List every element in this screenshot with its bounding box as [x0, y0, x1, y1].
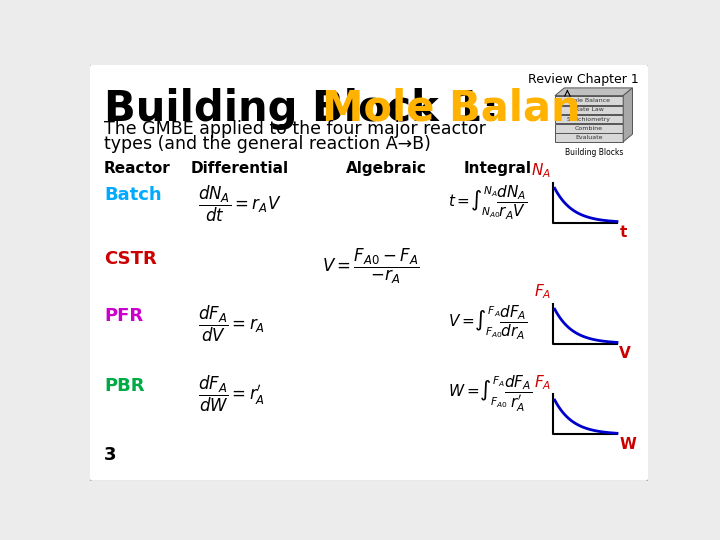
Text: t: t: [619, 225, 626, 240]
Text: PBR: PBR: [104, 377, 145, 395]
Text: V: V: [619, 346, 631, 361]
Text: $\dfrac{dF_{A}}{dW}=r_{A}^{\prime}$: $\dfrac{dF_{A}}{dW}=r_{A}^{\prime}$: [199, 374, 266, 414]
Text: $V=\!\int_{F_{A0}}^{F_{A}}\!\dfrac{dF_{A}}{dr_{A}}$: $V=\!\int_{F_{A0}}^{F_{A}}\!\dfrac{dF_{A…: [448, 304, 528, 342]
Text: 3: 3: [104, 446, 117, 464]
Text: Building Blocks: Building Blocks: [564, 148, 623, 157]
Bar: [555, 106, 624, 114]
Text: Integral: Integral: [464, 161, 531, 176]
Text: $\dfrac{dF_{A}}{dV}=r_{A}$: $\dfrac{dF_{A}}{dV}=r_{A}$: [199, 304, 266, 345]
Bar: [555, 96, 624, 105]
Text: Building Block 1:: Building Block 1:: [104, 88, 513, 130]
Text: $F_A$: $F_A$: [534, 282, 551, 301]
Text: Combine: Combine: [575, 126, 603, 131]
Text: $\dfrac{dN_{A}}{dt}=r_{A}V$: $\dfrac{dN_{A}}{dt}=r_{A}V$: [199, 184, 282, 224]
Text: $t=\!\int_{N_{A0}}^{N_{A}}\!\dfrac{dN_{A}}{r_{A}V}$: $t=\!\int_{N_{A0}}^{N_{A}}\!\dfrac{dN_{A…: [448, 184, 528, 221]
Text: W: W: [619, 437, 636, 451]
Polygon shape: [555, 88, 632, 96]
Text: $V=\dfrac{F_{A0}-F_{A}}{-r_{A}}$: $V=\dfrac{F_{A0}-F_{A}}{-r_{A}}$: [323, 247, 420, 286]
Text: Evaluate: Evaluate: [575, 135, 603, 140]
Text: Rate Law: Rate Law: [575, 107, 603, 112]
Bar: [555, 133, 624, 142]
Polygon shape: [624, 88, 632, 142]
Text: Mole Balan: Mole Balan: [323, 88, 581, 130]
Text: types (and the general reaction A→B): types (and the general reaction A→B): [104, 135, 431, 153]
Text: PFR: PFR: [104, 307, 143, 325]
Text: The GMBE applied to the four major reactor: The GMBE applied to the four major react…: [104, 120, 486, 138]
Text: CSTR: CSTR: [104, 249, 157, 268]
Text: $F_A$: $F_A$: [534, 373, 551, 392]
Text: Review Chapter 1: Review Chapter 1: [528, 72, 639, 85]
Text: $W=\!\int_{F_{A0}}^{F_{A}}\!\dfrac{dF_{A}}{r_{A}^{\prime}}$: $W=\!\int_{F_{A0}}^{F_{A}}\!\dfrac{dF_{A…: [448, 374, 532, 414]
Text: Algebraic: Algebraic: [346, 161, 427, 176]
Bar: [555, 115, 624, 123]
Text: Differential: Differential: [191, 161, 289, 176]
Text: $N_A$: $N_A$: [531, 161, 551, 180]
Text: Mole Balance: Mole Balance: [568, 98, 610, 103]
Bar: [555, 124, 624, 132]
Text: Reactor: Reactor: [104, 161, 171, 176]
Text: Batch: Batch: [104, 186, 161, 205]
Text: Stoichiometry: Stoichiometry: [567, 117, 611, 122]
FancyBboxPatch shape: [89, 63, 649, 482]
